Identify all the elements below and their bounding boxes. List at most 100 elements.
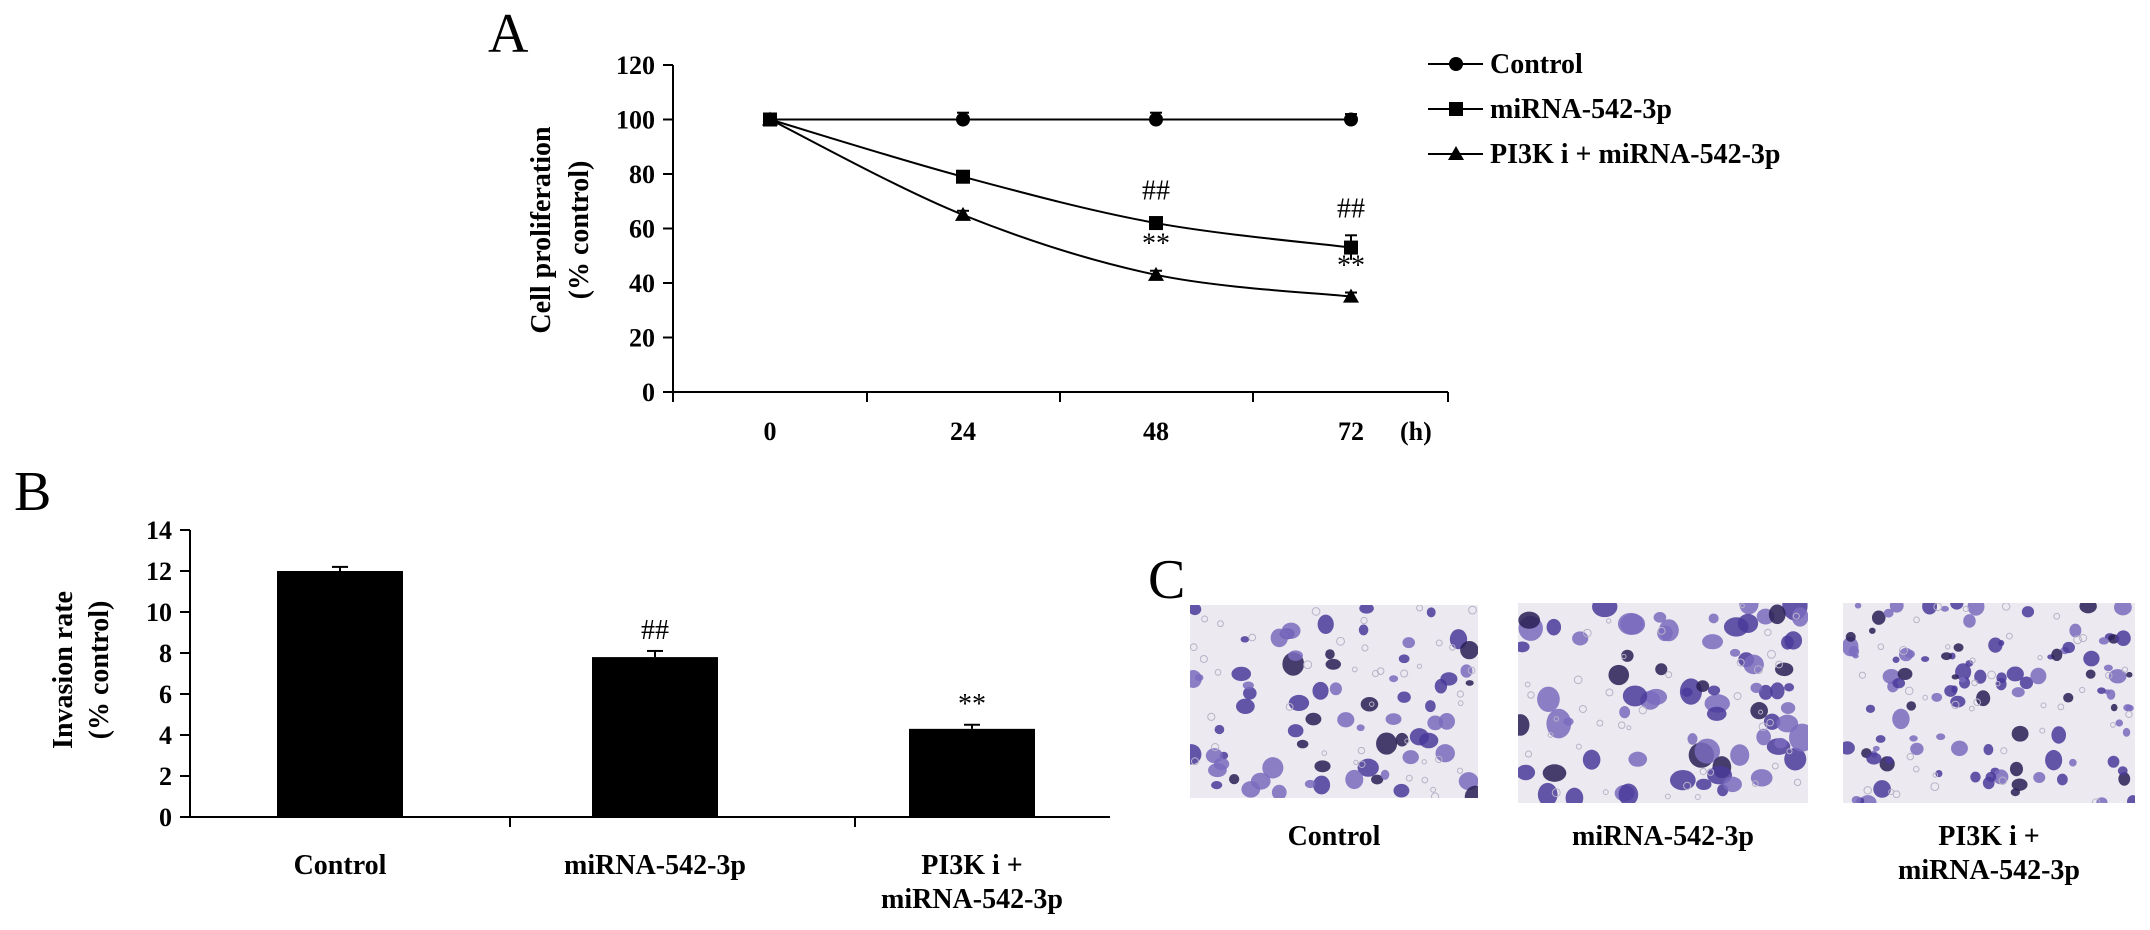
stained-cell	[1312, 681, 1329, 700]
membrane-pore	[1435, 639, 1443, 647]
stained-cell	[1892, 708, 1910, 730]
stained-cell	[1402, 637, 1416, 649]
stained-cell	[2019, 676, 2034, 690]
membrane-pore	[2110, 721, 2116, 728]
stained-cell	[1608, 664, 1630, 686]
legend-label: miRNA-542-3p	[1490, 94, 1672, 125]
membrane-pore	[1605, 618, 1612, 624]
y-tick-label-b: 8	[159, 639, 172, 668]
membrane-pore	[1361, 644, 1369, 652]
membrane-pore	[1962, 605, 1969, 613]
stained-cell	[2079, 603, 2097, 614]
stained-cell	[1920, 656, 1930, 662]
stained-cell	[1337, 712, 1355, 728]
stained-cell	[1242, 681, 1254, 690]
membrane-pore	[1621, 653, 1627, 660]
legend-marker	[1449, 102, 1463, 116]
micrograph-cells	[1518, 603, 1808, 803]
stained-cell	[2069, 623, 2082, 638]
stained-cell	[1910, 742, 1924, 756]
stained-cell	[1356, 724, 1365, 732]
membrane-pore	[1793, 778, 1802, 787]
y-tick-label-a: 60	[629, 215, 655, 244]
stained-cell	[1658, 619, 1679, 642]
membrane-pore	[1190, 643, 1198, 652]
stained-cell	[1774, 737, 1788, 749]
membrane-pore	[1553, 716, 1560, 722]
stained-cell	[2062, 641, 2075, 654]
data-point-a	[956, 169, 970, 184]
data-point-a	[1149, 216, 1163, 231]
stained-cell	[1190, 744, 1202, 765]
data-point-a	[1344, 112, 1358, 127]
stained-cell	[2098, 637, 2109, 645]
stained-cell	[1866, 752, 1882, 765]
membrane-pore	[1435, 755, 1443, 764]
stained-cell	[2118, 772, 2131, 786]
category-labels-b: Control miRNA-542-3p PI3K i +miRNA-542-3p	[294, 850, 1063, 915]
stained-cell	[1271, 784, 1287, 798]
stained-cell	[1592, 603, 1618, 618]
stained-cell	[1426, 607, 1436, 618]
membrane-pore	[1638, 706, 1647, 715]
legend-marker	[1448, 146, 1464, 160]
membrane-pore	[1201, 615, 1209, 623]
stained-cell	[2021, 606, 2035, 618]
membrane-pore	[1766, 718, 1774, 727]
stained-cell	[1398, 654, 1410, 664]
stained-cell	[1780, 702, 1796, 714]
stained-cell	[1883, 608, 1894, 618]
membrane-pore	[1758, 722, 1768, 732]
membrane-pore	[1404, 738, 1410, 744]
membrane-pore	[2037, 654, 2043, 661]
membrane-pore	[1416, 605, 1424, 612]
stained-cell	[1970, 771, 1981, 783]
micrograph-label: miRNA-542-3p	[1572, 821, 1754, 852]
membrane-pore	[1945, 644, 1951, 650]
legend-label: Control	[1490, 49, 1583, 80]
stained-cell	[1425, 700, 1436, 713]
stained-cell	[1897, 667, 1913, 681]
stained-cell	[1622, 685, 1648, 707]
stained-cell	[1194, 674, 1204, 682]
stained-cell	[1995, 678, 2007, 691]
stained-cell	[1743, 654, 1764, 675]
membrane-pore	[1766, 649, 1776, 659]
micrograph-cells	[1190, 605, 1478, 798]
data-point-a	[956, 112, 970, 127]
stained-cell	[1687, 733, 1698, 745]
category-label-b: Control	[294, 850, 387, 881]
stained-cell	[2030, 667, 2047, 685]
membrane-pore	[1657, 626, 1666, 635]
stained-cell	[1865, 704, 1876, 713]
membrane-pore	[1467, 666, 1476, 675]
stained-cell	[1982, 776, 1995, 790]
stained-cell	[1951, 674, 1959, 680]
stained-cell	[1565, 787, 1584, 803]
stained-cell	[1464, 785, 1478, 798]
stained-cell	[1460, 640, 1478, 660]
stained-cell	[1190, 605, 1202, 616]
stained-cell	[2115, 630, 2131, 647]
stained-cell	[1653, 612, 1667, 623]
y-tick-label-b: 2	[159, 762, 172, 791]
y-tick-label-b: 12	[146, 557, 172, 586]
stained-cell	[1465, 680, 1474, 686]
stained-cell	[1854, 603, 1862, 609]
stained-cell	[1317, 614, 1334, 635]
stained-cell	[1775, 662, 1794, 677]
stained-cell	[2117, 766, 2128, 776]
stained-cell	[2106, 689, 2116, 700]
stained-cell	[1871, 610, 1886, 625]
stained-cell	[1359, 605, 1374, 614]
stained-cell	[1885, 756, 1893, 765]
membrane-pore	[1524, 681, 1531, 688]
data-point-a	[1343, 288, 1359, 303]
stained-cell	[1872, 745, 1880, 752]
membrane-pore	[1706, 768, 1715, 776]
stained-cell	[1851, 795, 1862, 803]
stained-cell	[1325, 658, 1341, 670]
category-label-b: miRNA-542-3p	[881, 884, 1063, 915]
stained-cell	[1296, 739, 1309, 749]
